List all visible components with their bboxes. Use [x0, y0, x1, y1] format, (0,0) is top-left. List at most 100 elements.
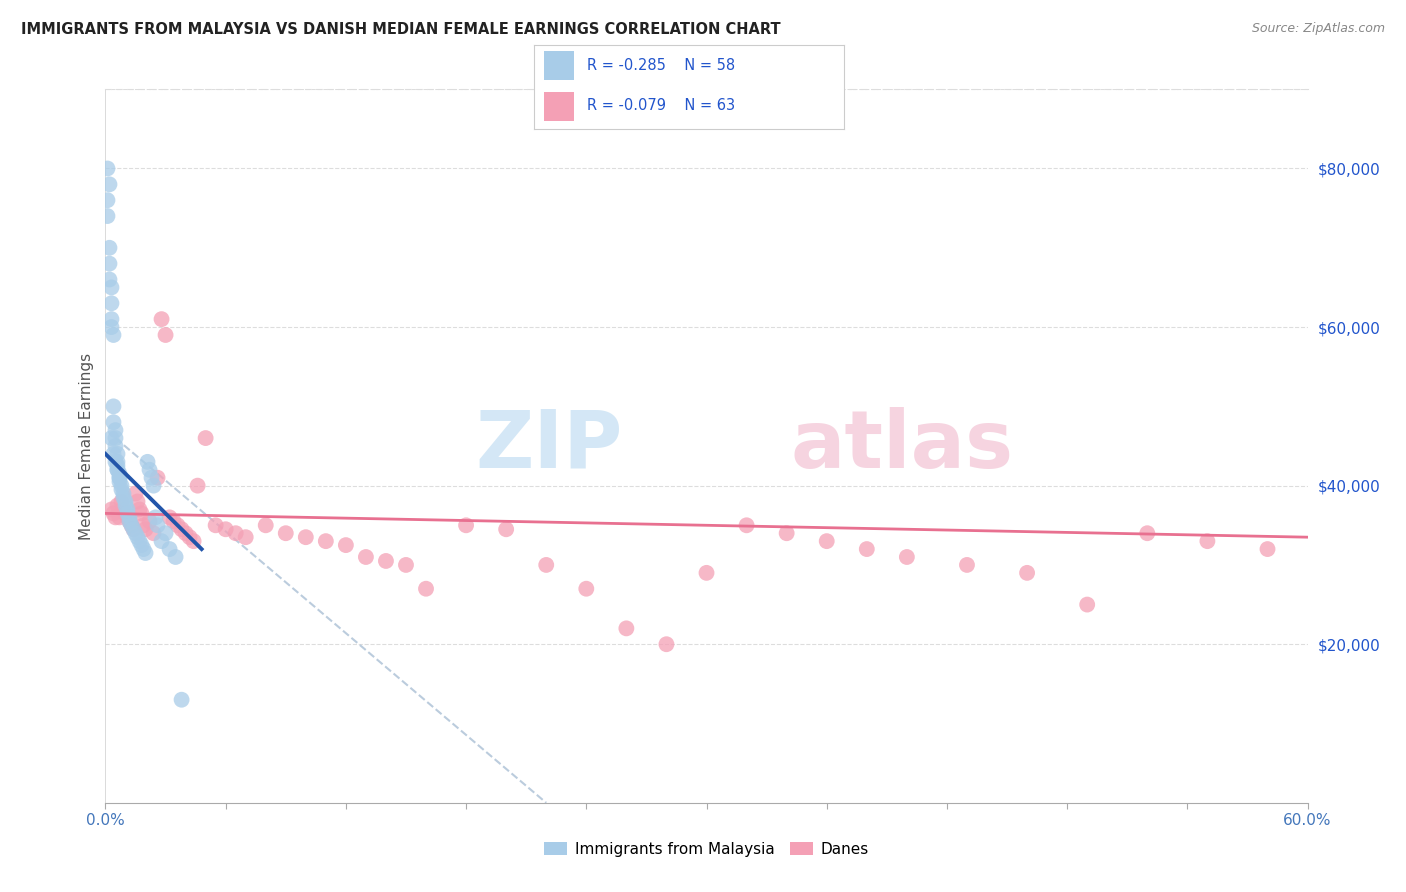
Point	[114, 494, 136, 508]
Point	[107, 463, 129, 477]
Point	[495, 522, 517, 536]
Point	[1257, 542, 1279, 557]
Point	[103, 507, 125, 521]
Point	[575, 582, 598, 596]
Point	[335, 538, 357, 552]
Point	[100, 312, 122, 326]
Point	[122, 522, 145, 536]
Point	[98, 272, 121, 286]
Point	[696, 566, 718, 580]
Point	[135, 522, 157, 536]
Point	[107, 447, 129, 461]
Point	[1076, 598, 1098, 612]
Point	[142, 478, 165, 492]
Point	[127, 530, 149, 544]
Point	[204, 518, 226, 533]
Point	[124, 486, 146, 500]
Point	[118, 514, 141, 528]
Point	[155, 526, 177, 541]
Point	[534, 558, 557, 572]
Point	[415, 582, 437, 596]
Point	[98, 257, 121, 271]
Point	[122, 522, 145, 536]
Point	[100, 320, 122, 334]
Point	[104, 455, 127, 469]
Point	[136, 455, 159, 469]
Point	[96, 193, 118, 207]
Point	[855, 542, 877, 557]
Y-axis label: Median Female Earnings: Median Female Earnings	[79, 352, 94, 540]
Point	[104, 423, 127, 437]
Point	[131, 538, 153, 552]
Point	[100, 502, 122, 516]
Point	[159, 542, 181, 557]
Point	[107, 458, 129, 473]
Point	[1136, 526, 1159, 541]
Point	[145, 510, 167, 524]
Point	[110, 494, 132, 508]
Point	[131, 507, 153, 521]
Point	[103, 400, 125, 414]
Point	[159, 510, 181, 524]
Point	[127, 494, 149, 508]
Point	[354, 549, 377, 564]
Point	[454, 518, 477, 533]
Point	[776, 526, 799, 541]
Point	[374, 554, 398, 568]
Point	[110, 483, 132, 497]
Point	[112, 486, 135, 500]
Point	[165, 549, 187, 564]
Point	[155, 328, 177, 343]
Text: Source: ZipAtlas.com: Source: ZipAtlas.com	[1251, 22, 1385, 36]
Point	[114, 499, 136, 513]
Point	[150, 534, 173, 549]
Point	[395, 558, 418, 572]
Point	[112, 502, 135, 516]
Point	[170, 522, 193, 536]
Point	[128, 502, 150, 516]
Point	[100, 296, 122, 310]
Point	[98, 178, 121, 192]
Point	[170, 692, 193, 706]
Point	[103, 447, 125, 461]
Point	[118, 510, 141, 524]
Text: R = -0.079    N = 63: R = -0.079 N = 63	[586, 98, 735, 113]
Point	[121, 518, 143, 533]
Point	[117, 507, 139, 521]
Point	[735, 518, 758, 533]
Point	[146, 471, 169, 485]
Point	[166, 518, 188, 533]
Point	[183, 534, 205, 549]
Point	[108, 471, 131, 485]
Point	[114, 507, 136, 521]
Point	[274, 526, 297, 541]
Point	[616, 621, 638, 635]
Point	[104, 439, 127, 453]
Point	[896, 549, 918, 564]
Point	[96, 161, 118, 176]
Bar	[544, 92, 575, 120]
Point	[96, 209, 118, 223]
Point	[104, 510, 127, 524]
Point	[108, 510, 131, 524]
Bar	[544, 52, 575, 80]
Point	[124, 526, 146, 541]
Point	[118, 514, 141, 528]
Point	[132, 518, 155, 533]
Point	[956, 558, 979, 572]
Point	[138, 463, 160, 477]
Point	[110, 478, 132, 492]
Point	[135, 546, 157, 560]
Point	[108, 471, 131, 485]
Point	[121, 518, 143, 533]
Point	[655, 637, 678, 651]
Point	[174, 526, 197, 541]
Point	[815, 534, 838, 549]
Point	[162, 514, 184, 528]
Point	[104, 431, 127, 445]
Point	[117, 502, 139, 516]
Point	[1197, 534, 1219, 549]
Point	[107, 455, 129, 469]
Point	[112, 491, 135, 505]
Point	[146, 518, 169, 533]
